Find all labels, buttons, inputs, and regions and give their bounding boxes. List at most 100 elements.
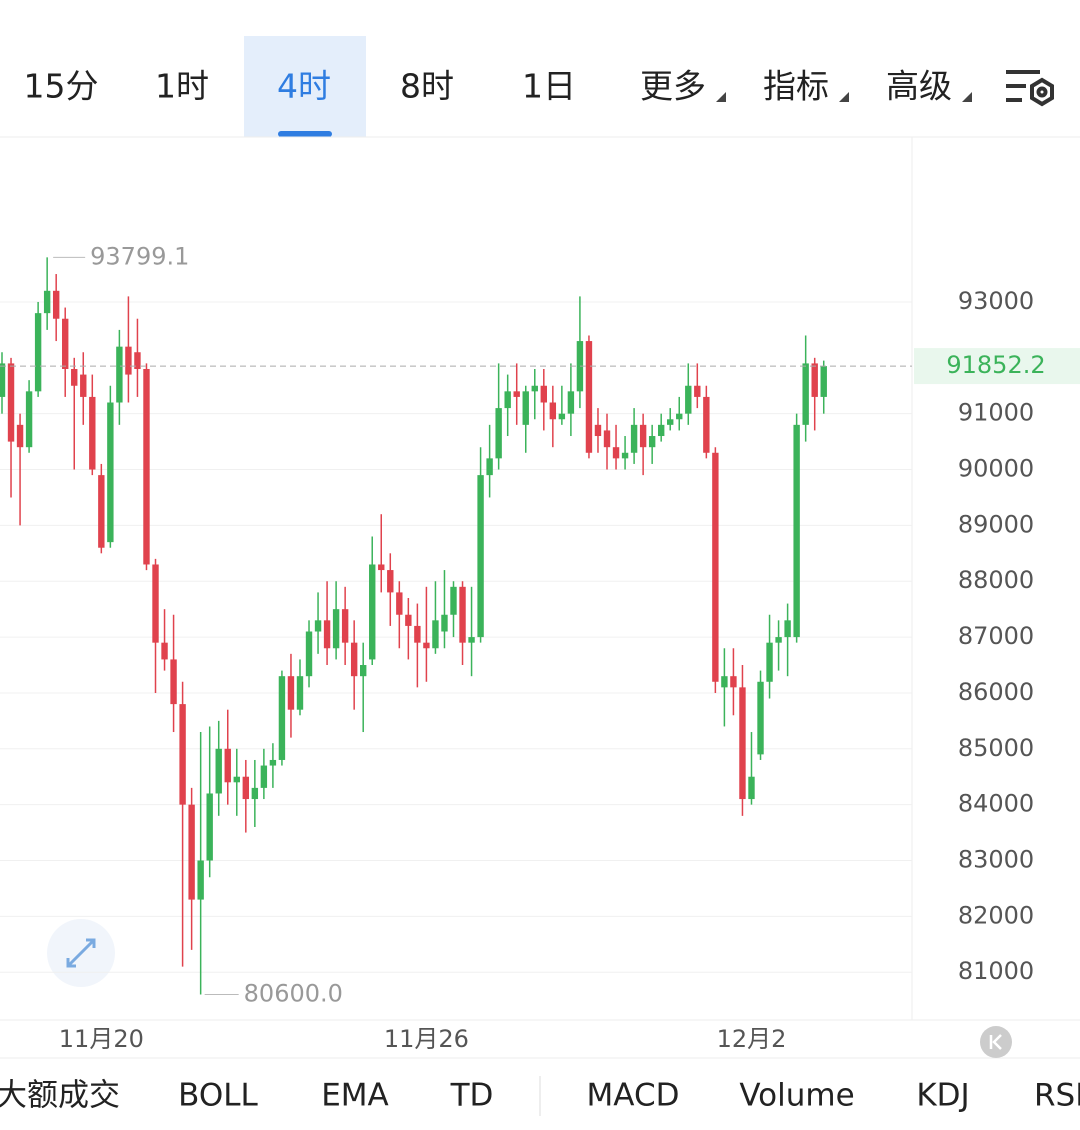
candle-body [459, 586, 466, 643]
candle-body [648, 436, 656, 448]
candle-body [576, 341, 584, 392]
candle-body [0, 363, 6, 397]
interval-tab[interactable]: 1时 [155, 67, 209, 106]
indicator-tab[interactable]: MACD [587, 1078, 680, 1114]
scroll-end-button[interactable] [980, 1026, 1012, 1058]
candle-body [685, 385, 692, 414]
candle-body [296, 676, 304, 710]
candle-body [161, 642, 168, 660]
candle-body [405, 614, 412, 626]
candle-body [332, 609, 340, 649]
x-tick-label: 11月26 [384, 1025, 469, 1053]
y-tick-label: 82000 [958, 901, 1034, 929]
candle-body [43, 290, 51, 314]
interval-tab[interactable]: 8时 [400, 67, 454, 106]
menu-tab[interactable]: 高级 [886, 67, 952, 106]
candle-body [62, 318, 69, 369]
indicator-tab[interactable]: 大额成交 [0, 1078, 120, 1114]
candle-body [432, 620, 439, 649]
candle-body [25, 391, 33, 448]
candle-body [775, 637, 782, 643]
y-tick-label: 90000 [958, 455, 1034, 483]
candle-body [378, 564, 385, 571]
candle-body [16, 424, 24, 448]
candle-body [396, 592, 403, 615]
candle-body [152, 564, 159, 643]
candle-body [197, 860, 204, 900]
candle-body [242, 776, 250, 800]
candle-body [414, 625, 421, 643]
indicator-tab[interactable]: TD [450, 1078, 494, 1114]
candle-body [739, 687, 746, 800]
candle-body [585, 341, 593, 453]
candle-body [513, 391, 520, 397]
y-tick-label: 88000 [958, 566, 1034, 594]
candle-body [179, 704, 186, 805]
candle-body [323, 620, 331, 649]
candle-body [233, 776, 240, 783]
candle-body [170, 659, 177, 705]
candle-body [802, 363, 809, 425]
candle-body [667, 419, 674, 425]
menu-tab[interactable]: 指标 [763, 67, 829, 106]
candle-body [639, 424, 647, 448]
high-marker-label: 93799.1 [90, 242, 189, 270]
candle-body [630, 424, 638, 453]
y-tick-label: 84000 [958, 790, 1034, 818]
candle-body [793, 424, 800, 638]
candle-body [522, 391, 529, 425]
candle-body [107, 402, 114, 543]
candle-body [676, 413, 683, 420]
candle-body [278, 676, 286, 760]
menu-tab[interactable]: 更多 [640, 67, 706, 106]
candle-body [143, 368, 150, 565]
interval-tab[interactable]: 15分 [24, 67, 99, 106]
candle-body [531, 385, 538, 392]
candle-body [784, 620, 791, 638]
candle-body [116, 346, 123, 403]
active-tab-bg [244, 36, 366, 137]
candle-body [34, 313, 42, 392]
interval-tab[interactable]: 4时 [277, 67, 331, 106]
candle-body [251, 787, 259, 800]
x-tick-label: 11月20 [59, 1025, 144, 1053]
candle-body [558, 413, 566, 420]
settings-icon[interactable] [1006, 70, 1054, 107]
candle-body [98, 475, 105, 548]
indicator-tab[interactable]: BOLL [178, 1078, 258, 1114]
candle-body [450, 586, 457, 615]
indicator-tab[interactable]: EMA [321, 1078, 389, 1114]
candle-body [314, 620, 322, 632]
y-tick-label: 87000 [958, 622, 1034, 650]
candle-body [350, 642, 358, 677]
indicator-tab[interactable]: KDJ [916, 1078, 969, 1114]
y-tick-label: 89000 [958, 510, 1034, 538]
candle-body [504, 391, 511, 409]
y-tick-label: 81000 [958, 957, 1034, 985]
candle-body [387, 570, 394, 593]
candle-body [748, 776, 755, 800]
y-tick-label: 83000 [958, 845, 1034, 873]
indicator-tab[interactable]: Volume [739, 1078, 854, 1114]
candle-body [594, 424, 602, 437]
dropdown-arrows [716, 92, 972, 102]
candle-body [766, 642, 773, 682]
candle-body [7, 363, 15, 442]
x-tick-label: 12月2 [717, 1025, 787, 1053]
candle-body [567, 391, 575, 414]
candle-body [703, 396, 710, 453]
candle-body [125, 346, 132, 375]
last-price-label: 91852.2 [946, 351, 1045, 379]
candle-body [540, 385, 547, 403]
candle-body [694, 385, 701, 397]
candle-body [188, 804, 195, 900]
candle-body [657, 424, 665, 437]
expand-button[interactable] [47, 919, 115, 987]
y-tick-label: 85000 [958, 734, 1034, 762]
candle-body [305, 631, 313, 677]
indicator-tab[interactable]: RSI [1034, 1078, 1080, 1114]
candle-body [80, 374, 87, 397]
candle-body [423, 642, 430, 649]
interval-tab[interactable]: 1日 [522, 67, 576, 106]
